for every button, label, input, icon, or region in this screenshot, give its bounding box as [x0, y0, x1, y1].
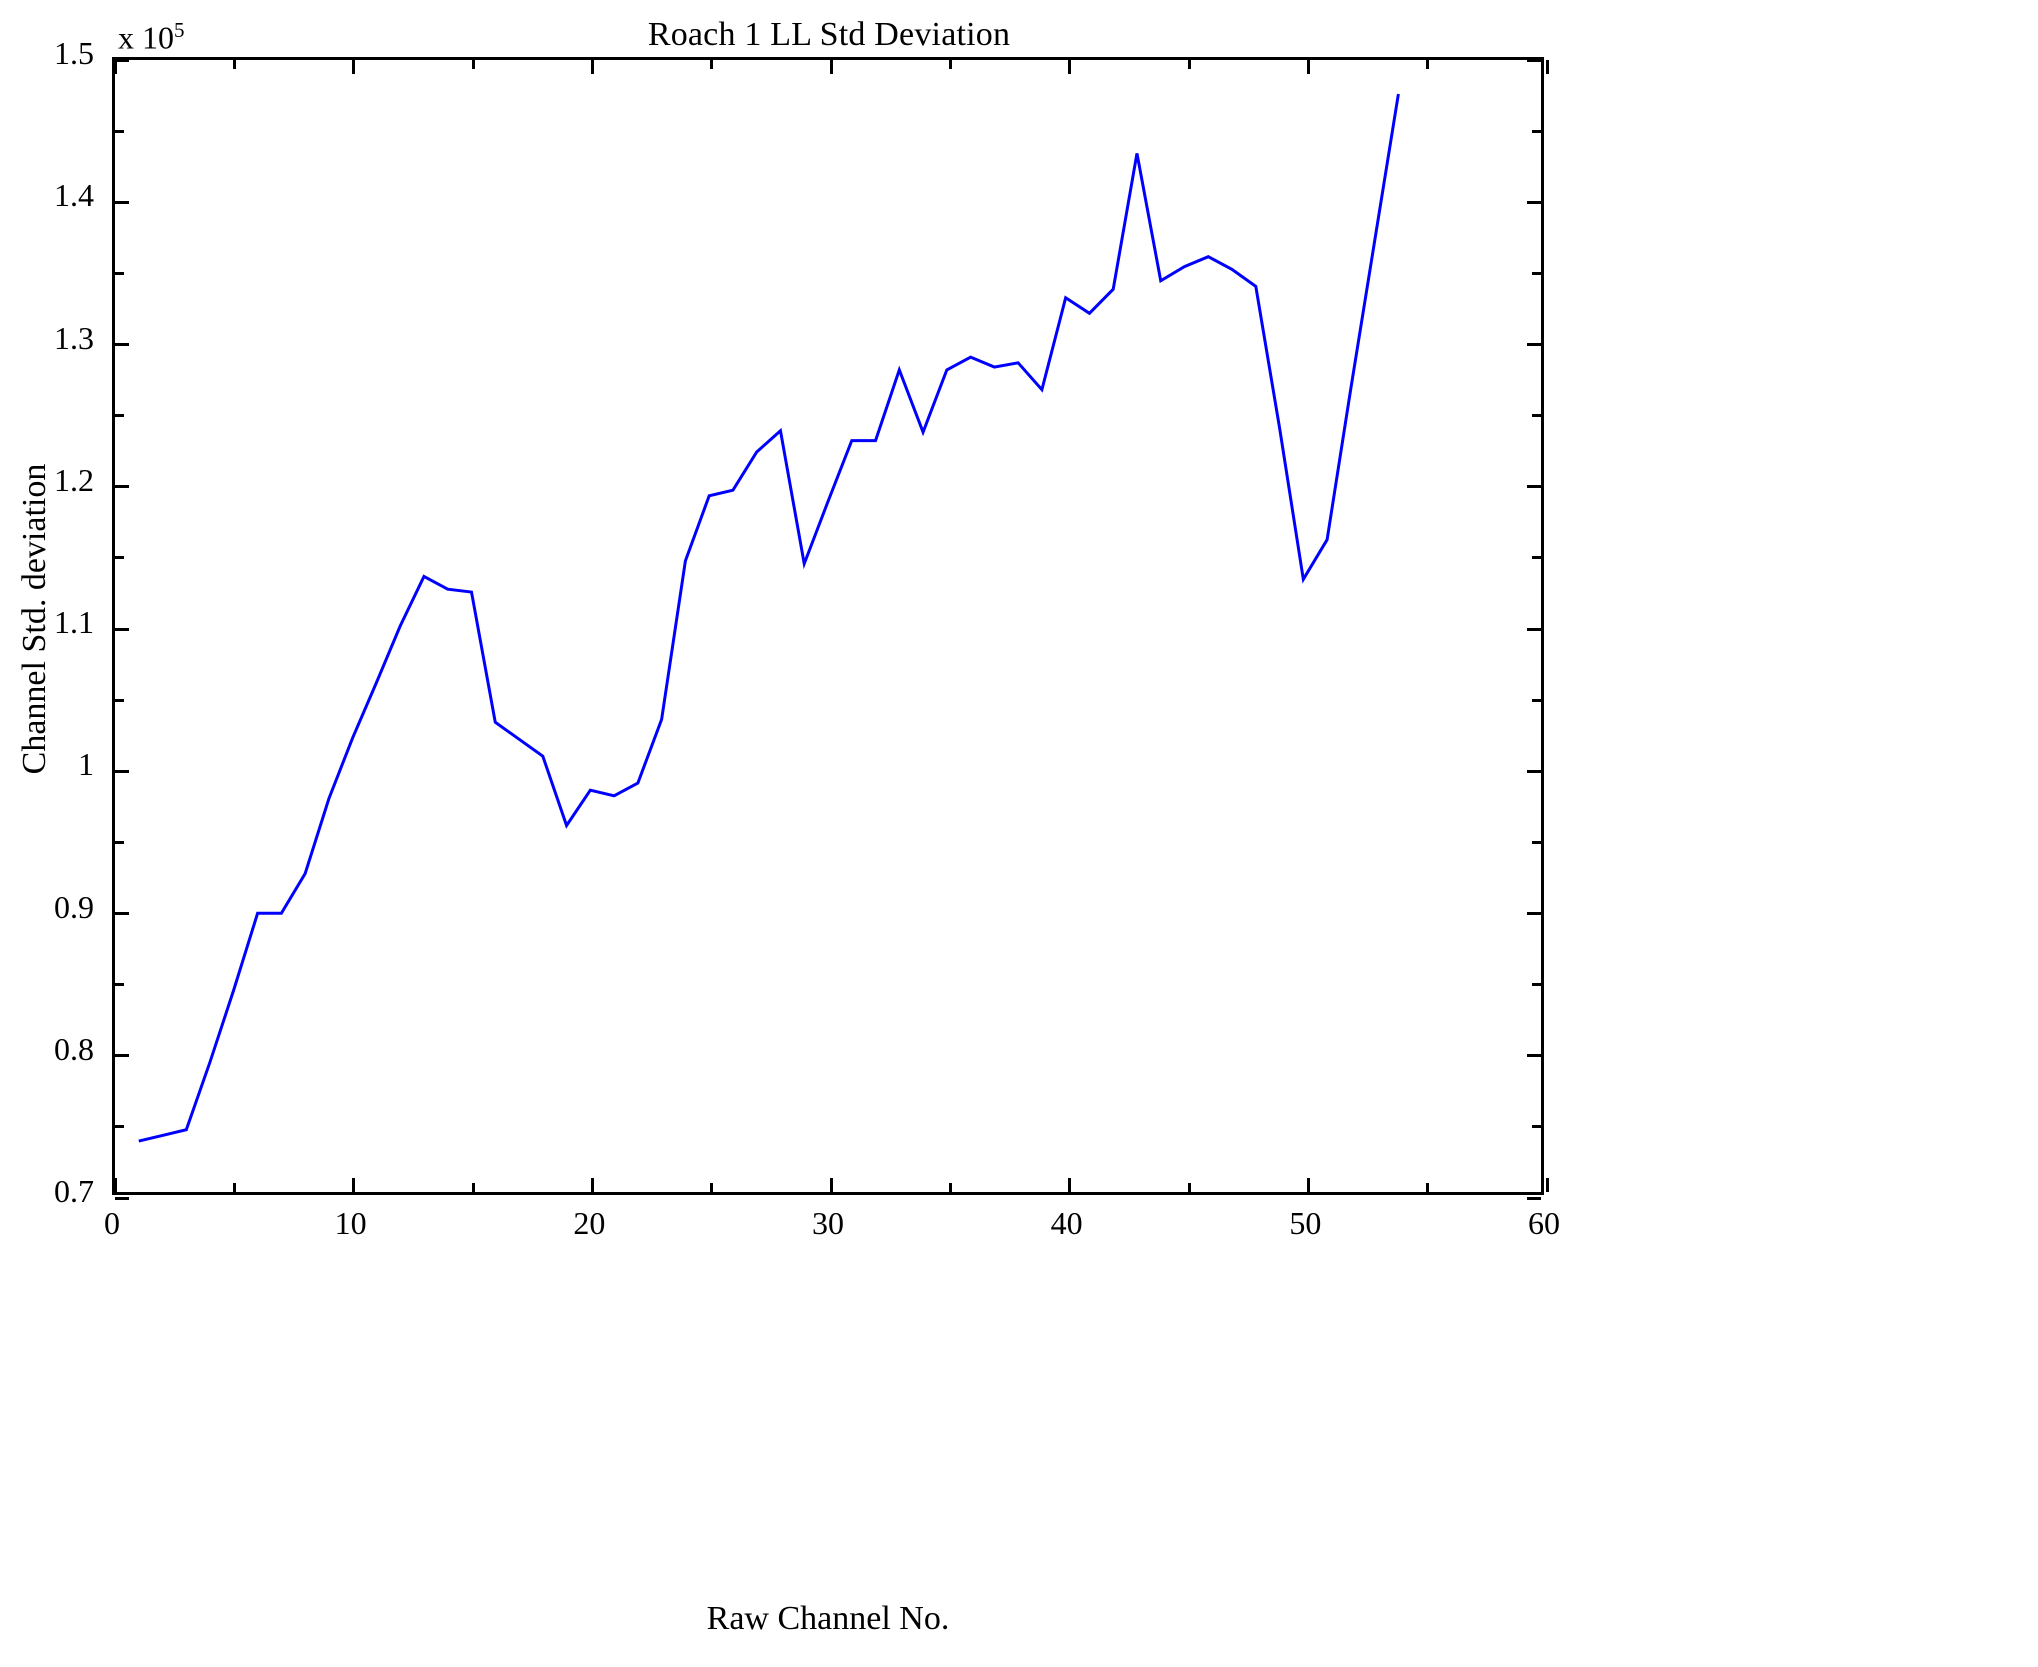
x-tick-minor	[471, 60, 475, 69]
x-tick-major	[1306, 1178, 1310, 1192]
y-tick-major	[115, 912, 129, 915]
y-tick-major	[1527, 58, 1541, 62]
x-tick-label: 30	[812, 1205, 844, 1241]
x-tick-minor	[471, 1183, 475, 1192]
y-axis-multiplier: x 105	[118, 18, 185, 57]
y-tick-minor	[115, 1125, 124, 1129]
x-tick-minor	[232, 1183, 236, 1192]
series-line-channel-std-deviation	[138, 93, 1400, 1143]
y-tick-minor	[1532, 983, 1541, 987]
y-tick-major	[1527, 200, 1541, 204]
y-tick-label: 1.2	[54, 461, 94, 498]
x-tick-major	[113, 1178, 117, 1192]
y-tick-major	[115, 627, 129, 631]
y-tick-major	[115, 769, 129, 773]
y-tick-label: 1	[78, 746, 94, 783]
y-tick-major	[115, 58, 129, 62]
y-tick-major	[1527, 485, 1541, 489]
y-tick-label: 1.3	[54, 319, 94, 356]
x-tick-label: 40	[1050, 1205, 1083, 1241]
x-tick-major	[590, 1178, 594, 1192]
y-tick-label: 0.7	[54, 1173, 94, 1209]
x-tick-label: 0	[104, 1205, 120, 1241]
x-tick-major	[352, 60, 356, 74]
y-tick-major	[1527, 1196, 1541, 1200]
x-axis-title: Raw Channel No.	[706, 1600, 950, 1637]
y-tick-label: 1.4	[54, 177, 94, 214]
x-tick-label: 50	[1289, 1205, 1322, 1241]
y-axis-multiplier-text: x 10	[118, 19, 174, 56]
y-tick-major	[115, 485, 129, 489]
y-tick-minor	[1532, 1125, 1541, 1129]
y-tick-major	[115, 1054, 129, 1058]
y-tick-minor	[1532, 556, 1541, 560]
y-tick-minor	[115, 129, 124, 133]
x-tick-minor	[1187, 60, 1191, 69]
y-tick-major	[115, 343, 129, 346]
y-tick-major	[1527, 343, 1541, 346]
x-tick-minor	[1187, 1183, 1191, 1192]
chart-title: Roach 1 LL Std Deviation	[0, 16, 2038, 54]
y-tick-label: 1.5	[54, 35, 94, 71]
y-tick-major	[115, 200, 129, 204]
y-tick-minor	[1532, 840, 1541, 844]
x-tick-major	[113, 60, 117, 74]
y-tick-label: 1.1	[54, 604, 94, 640]
x-tick-minor	[710, 1183, 714, 1192]
x-tick-minor	[710, 60, 714, 69]
y-tick-minor	[115, 414, 124, 418]
y-axis-title: Channel Std. deviation	[16, 463, 53, 775]
x-tick-major	[1068, 1178, 1072, 1192]
x-tick-major	[352, 1178, 356, 1192]
y-tick-minor	[115, 840, 124, 844]
x-tick-major	[1306, 60, 1310, 74]
y-tick-major	[115, 1196, 129, 1200]
y-tick-major	[1527, 769, 1541, 773]
x-tick-label: 60	[1528, 1205, 1560, 1241]
x-tick-minor	[1426, 60, 1430, 69]
chart-title-text: Roach 1 LL Std Deviation	[647, 16, 1011, 53]
plot-area	[112, 57, 1549, 1200]
y-tick-minor	[115, 271, 124, 275]
x-tick-major	[1545, 60, 1549, 74]
y-tick-minor	[115, 556, 124, 560]
y-tick-minor	[1532, 129, 1541, 133]
x-tick-label: 20	[573, 1205, 606, 1241]
y-tick-minor	[1532, 271, 1541, 275]
x-tick-minor	[948, 60, 952, 69]
x-tick-major	[829, 60, 833, 74]
y-tick-minor	[1532, 698, 1541, 702]
y-tick-minor	[115, 698, 124, 702]
x-tick-major	[1068, 60, 1072, 74]
x-tick-major	[590, 60, 594, 74]
y-tick-major	[1527, 627, 1541, 631]
x-tick-minor	[1426, 1183, 1430, 1192]
x-tick-major	[1545, 1178, 1549, 1192]
y-tick-label: 0.9	[54, 888, 94, 925]
x-tick-label: 10	[334, 1205, 367, 1241]
y-tick-minor	[115, 983, 124, 987]
x-tick-minor	[948, 1183, 952, 1192]
y-tick-minor	[1532, 414, 1541, 418]
x-tick-major	[829, 1178, 833, 1192]
y-axis-multiplier-exponent: 5	[174, 18, 185, 42]
data-line-chart	[138, 93, 1400, 1143]
x-tick-minor	[232, 60, 236, 69]
y-tick-major	[1527, 1054, 1541, 1058]
y-tick-major	[1527, 912, 1541, 915]
y-tick-label: 0.8	[54, 1030, 94, 1067]
